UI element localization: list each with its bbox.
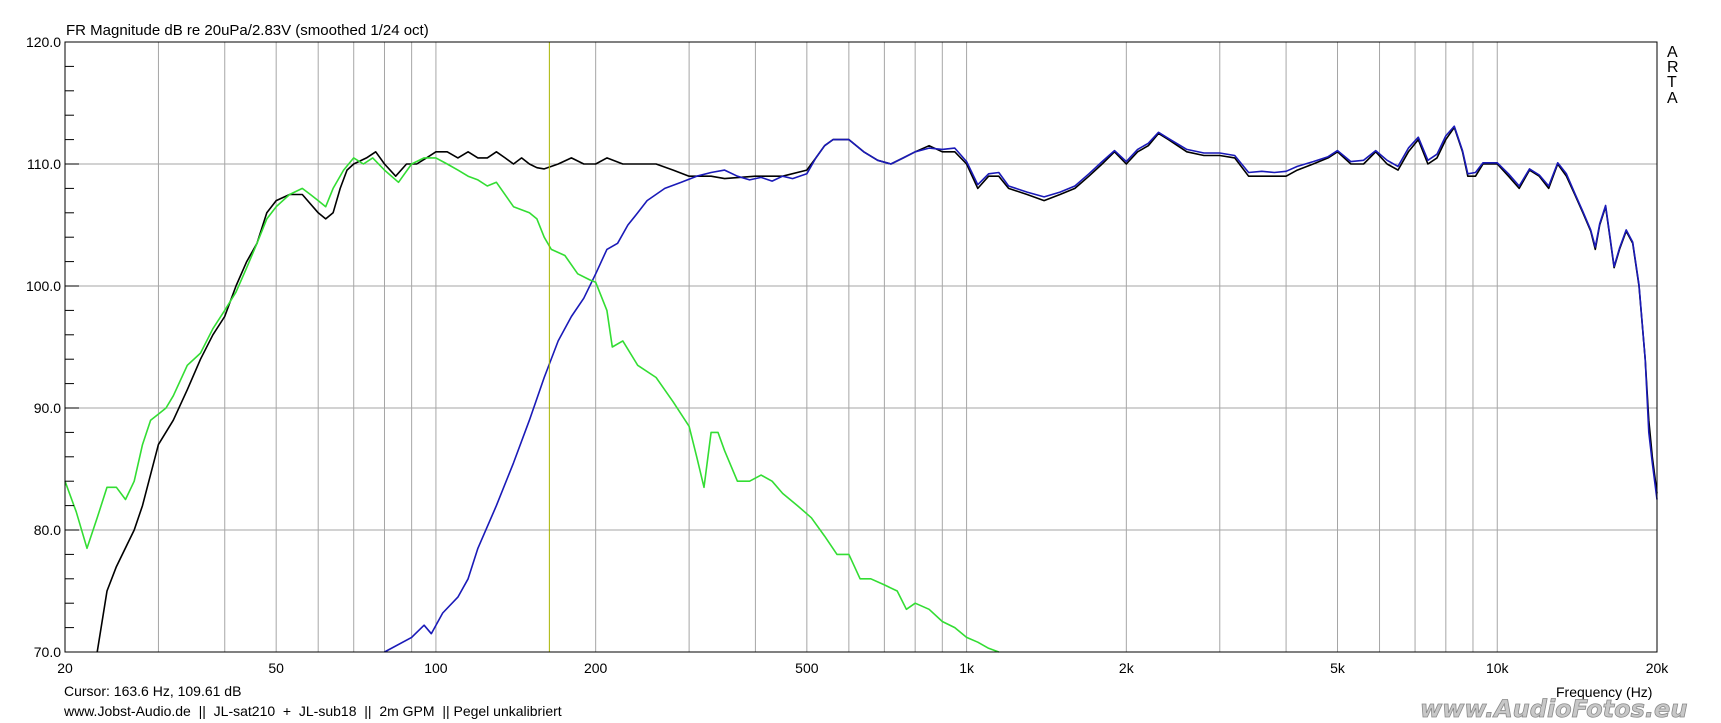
x-tick-label: 1k [959, 660, 975, 676]
y-tick-label: 80.0 [34, 522, 61, 538]
x-tick-label: 200 [584, 660, 608, 676]
x-tick-label: 2k [1119, 660, 1135, 676]
watermark-logo: www.AudioFotos.eu [1420, 695, 1687, 723]
plot-frame [64, 41, 1658, 653]
x-tick-label: 5k [1330, 660, 1346, 676]
x-tick-label: 10k [1486, 660, 1510, 676]
series-line-2 [384, 125, 1658, 653]
arta-label: A R T A [1667, 44, 1679, 107]
grid-lines [65, 42, 1657, 652]
x-tick-label: 50 [268, 660, 284, 676]
series-line-3 [64, 157, 1000, 653]
arta-letter: R [1667, 59, 1679, 76]
x-axis-label: Frequency (Hz) [1556, 684, 1652, 700]
y-tick-label: 110.0 [27, 156, 61, 172]
y-tick-label: 100.0 [26, 278, 61, 294]
axis-ticks: 70.0 80.0 90.0 100.0 110.0 120.0 20 50 100 200 500… [26, 34, 1669, 676]
x-tick-label: 20 [57, 660, 73, 676]
y-tick-label: 120.0 [26, 34, 61, 50]
y-tick-label: 70.0 [34, 644, 61, 660]
footer-info: www.Jobst-Audio.de || JL-sat210 + JL-sub… [63, 703, 562, 719]
cursor-readout: Cursor: 163.6 Hz, 109.61 dB [64, 683, 241, 699]
chart-title: FR Magnitude dB re 20uPa/2.83V (smoothed… [66, 22, 429, 39]
y-tick-label: 90.0 [34, 400, 61, 416]
series-group [64, 125, 1658, 653]
x-tick-label: 100 [424, 660, 448, 676]
series-line-1 [96, 126, 1658, 653]
arta-letter: T [1667, 74, 1677, 91]
arta-letter: A [1667, 90, 1678, 107]
x-tick-label: 500 [795, 660, 819, 676]
arta-letter: A [1667, 44, 1678, 61]
x-tick-label: 20k [1646, 660, 1670, 676]
